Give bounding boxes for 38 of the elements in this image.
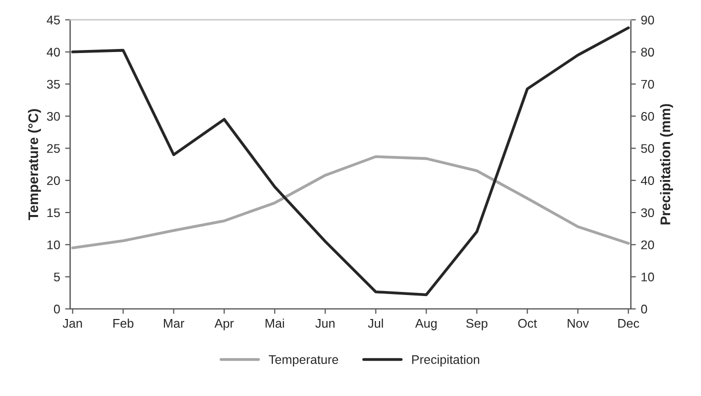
x-tick-label: Jul [368, 318, 383, 328]
y-tick-label: 10 [47, 240, 60, 250]
y2-axis-title: Precipitation (mm) [660, 104, 674, 224]
y2-tick-label: 40 [640, 176, 654, 186]
y-tick-label: 40 [46, 48, 60, 57]
x-tick-label: Apr [214, 319, 234, 330]
line-series [71, 26, 630, 296]
y2-tick-label: 20 [641, 240, 654, 250]
y-tick-label: 25 [47, 144, 60, 153]
y-tick-label: 20 [47, 176, 60, 186]
x-tick-label: Mai [266, 318, 284, 328]
x-tick-label: Oct [518, 318, 537, 328]
y2-tick-label: 30 [641, 208, 654, 218]
y-tick-label: 0 [54, 304, 60, 314]
x-tick-label: Sep [466, 318, 488, 330]
y-tick-label: 30 [46, 112, 60, 121]
x-tick-label: Jun [315, 319, 335, 328]
y2-tick-label: 60 [641, 112, 654, 121]
legend-label: Temperature [268, 355, 338, 366]
x-tick-label: Dec [618, 319, 640, 328]
x-tick-label: Feb [113, 318, 134, 328]
y2-tick-label: 80 [641, 48, 654, 57]
y-tick-label: 15 [47, 208, 60, 218]
x-tick-label: Jan [62, 319, 82, 328]
x-tick-label: Nov [568, 319, 589, 328]
y-tick-label: 35 [46, 80, 60, 89]
y2-tick-label: 70 [641, 80, 654, 89]
x-tick-label: Aug [415, 319, 437, 330]
y2-tick-label: 50 [641, 144, 654, 153]
y-axis-title: Temperature (°C) [28, 109, 41, 220]
y2-tick-label: 0 [641, 304, 648, 314]
y2-tick-label: 10 [642, 272, 654, 282]
y2-tick-label: 90 [641, 16, 654, 24]
y-tick-label: 45 [46, 16, 60, 24]
line-series [71, 155, 630, 250]
y-tick-label: 5 [54, 272, 60, 282]
legend-label: Precipitation [412, 354, 480, 366]
x-tick-label: Mar [164, 319, 184, 328]
